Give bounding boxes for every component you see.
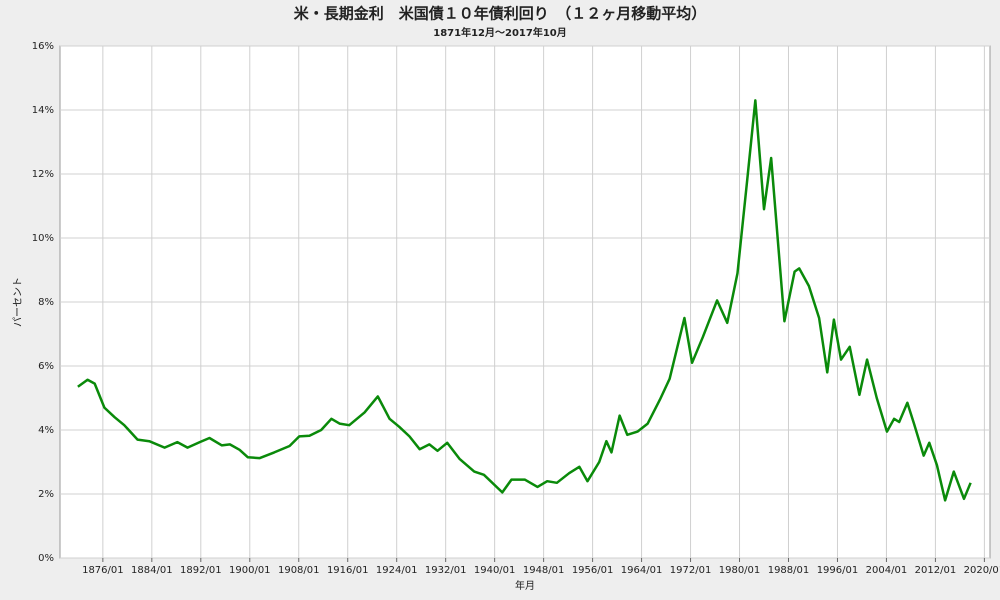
x-tick-label: 1940/01 [474,565,516,576]
x-tick-label: 1956/01 [572,565,614,576]
x-tick-label: 1924/01 [376,565,418,576]
y-tick-label: 14% [32,105,54,116]
x-tick-label: 1988/01 [768,565,810,576]
x-tick-label: 1948/01 [523,565,565,576]
chart-subtitle: 1871年12月～2017年10月 [433,26,567,39]
x-tick-label: 1900/01 [229,565,271,576]
x-tick-label: 2012/01 [915,565,957,576]
y-tick-label: 0% [38,553,54,564]
x-tick-label: 1964/01 [621,565,663,576]
y-tick-label: 2% [38,489,54,500]
x-tick-label: 1876/01 [82,565,124,576]
x-tick-label: 1932/01 [425,565,467,576]
x-tick-label: 2020/01 [964,565,1000,576]
y-tick-label: 10% [32,233,54,244]
x-tick-label: 1884/01 [131,565,173,576]
x-tick-label: 1908/01 [278,565,320,576]
x-tick-label: 1916/01 [327,565,369,576]
x-tick-label: 1892/01 [180,565,222,576]
y-tick-label: 4% [38,425,54,436]
x-tick-label: 2004/01 [866,565,908,576]
x-axis-label: 年月 [515,579,535,592]
y-tick-label: 12% [32,169,54,180]
chart-title: 米・長期金利 米国債１０年債利回り （１２ヶ月移動平均） [294,5,707,23]
x-tick-label: 1972/01 [670,565,712,576]
x-tick-label: 1996/01 [817,565,859,576]
y-axis-label: パーセント [12,277,24,327]
y-tick-label: 8% [38,297,54,308]
x-tick-label: 1980/01 [719,565,761,576]
data-line [77,99,972,502]
y-tick-label: 6% [38,361,54,372]
y-tick-label: 16% [32,41,54,52]
